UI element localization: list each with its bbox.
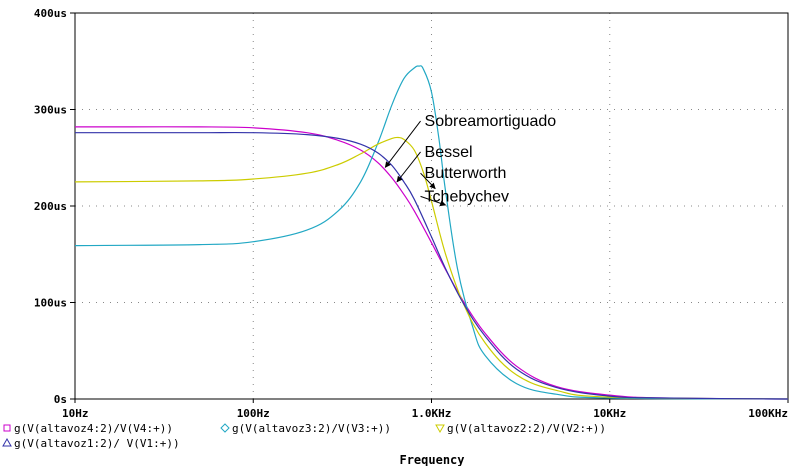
grid [75, 13, 788, 399]
series-line-2 [74, 65, 789, 400]
annotation-arrow [420, 195, 447, 207]
x-tick-label: 100Hz [237, 407, 270, 420]
legend-item: g(V(altavoz2:2)/V(V2:+)) [435, 422, 606, 435]
annotation-label: Bessel [425, 144, 473, 161]
legend-label: g(V(altavoz1:2)/ V(V1:+)) [14, 437, 180, 450]
y-tick-label: 200us [34, 200, 67, 213]
legend-marker-triangle-up-icon [2, 437, 12, 447]
x-tick-label: 10Hz [62, 407, 89, 420]
legend-label: g(V(altavoz3:2)/V(V3:+)) [232, 422, 391, 435]
legend-marker-diamond-icon [220, 423, 230, 433]
x-tick-label: 10KHz [593, 407, 626, 420]
series-line-3 [74, 136, 789, 400]
y-tick-label: 400us [34, 7, 67, 20]
annotation-arrow [420, 172, 436, 190]
annotation-label: Sobreamortiguado [425, 113, 557, 130]
annotation-arrow [384, 120, 421, 168]
legend: g(V(altavoz4:2)/V(V4:+)) g(V(altavoz3:2)/… [2, 422, 606, 450]
y-tick-label: 0s [54, 393, 67, 406]
annotation-label: Butterworth [425, 165, 507, 182]
legend-item: g(V(altavoz4:2)/V(V4:+)) [3, 422, 173, 435]
annotations: Sobreamortiguado Bessel Butterworth Tchebyc… [384, 113, 557, 207]
legend-label: g(V(altavoz4:2)/V(V4:+)) [14, 422, 173, 435]
plot-frame [74, 12, 789, 400]
series-lines [74, 65, 789, 400]
annotation-arrow [396, 151, 421, 183]
x-axis-label: Frequency [399, 453, 464, 466]
series-line-1 [74, 126, 789, 400]
y-axis-ticks: 0s 100us 200us 300us 400us [34, 7, 75, 406]
legend-item: g(V(altavoz1:2)/ V(V1:+)) [2, 437, 180, 450]
legend-item: g(V(altavoz3:2)/V(V3:+)) [220, 422, 391, 435]
series-line-4 [74, 131, 789, 400]
y-tick-label: 100us [34, 297, 67, 310]
x-tick-label: 100KHz [748, 407, 788, 420]
x-axis-ticks: 10Hz 100Hz 1.0KHz 10KHz 100KHz [62, 399, 789, 420]
annotation-label: Tchebychev [425, 188, 510, 205]
y-tick-label: 300us [34, 104, 67, 117]
x-tick-label: 1.0KHz [412, 407, 452, 420]
legend-marker-square-icon [3, 424, 11, 432]
legend-label: g(V(altavoz2:2)/V(V2:+)) [447, 422, 606, 435]
legend-marker-triangle-down-icon [435, 424, 445, 434]
